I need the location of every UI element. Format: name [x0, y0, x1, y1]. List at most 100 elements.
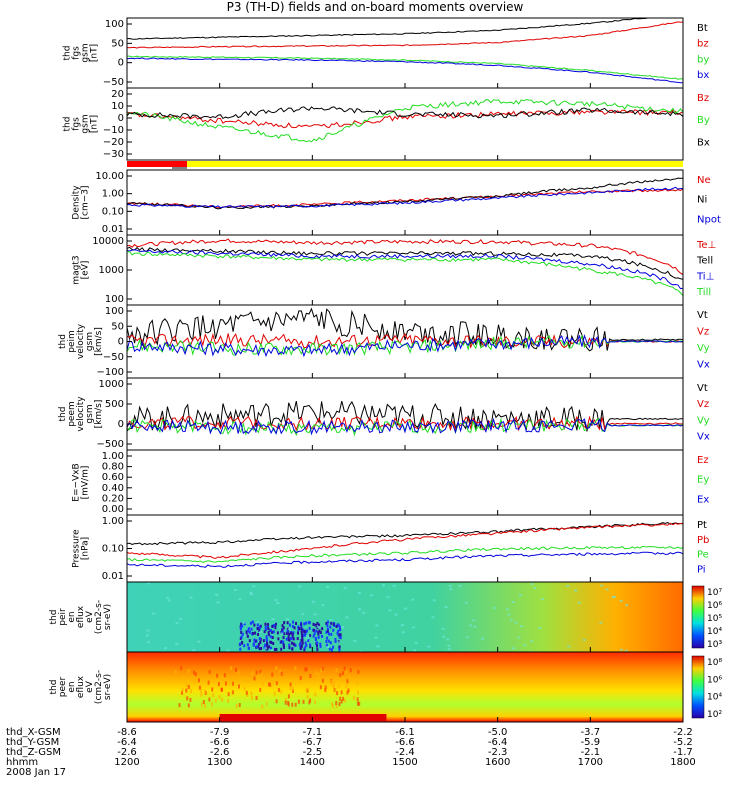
heatmap-speckle	[339, 672, 342, 677]
heatmap-speckle	[312, 634, 315, 638]
heatmap-speckle	[146, 629, 150, 632]
heatmap-speckle	[243, 686, 246, 691]
panel-3-frame	[126, 234, 684, 306]
heatmap-speckle	[288, 632, 291, 636]
heatmap-speckle	[252, 585, 256, 588]
heatmap-speckle	[442, 635, 446, 638]
heatmap-speckle	[341, 671, 344, 676]
heatmap-speckle	[273, 624, 276, 628]
heatmap-speckle	[271, 680, 274, 685]
panel-6-ylabel: E=−VxB [mV/m]	[72, 463, 91, 501]
heatmap-speckle	[223, 673, 226, 678]
heatmap-speckle	[362, 611, 366, 614]
heatmap-speckle	[247, 629, 250, 633]
heatmap-speckle	[291, 689, 294, 694]
heatmap-speckle	[304, 632, 307, 636]
heatmap-speckle	[304, 630, 307, 634]
heatmap-speckle	[286, 631, 289, 635]
heatmap-speckle	[404, 607, 408, 610]
heatmap-speckle	[216, 673, 219, 678]
heatmap-speckle	[306, 629, 309, 633]
heatmap-speckle	[523, 644, 527, 647]
heatmap-speckle	[449, 588, 453, 591]
heatmap-speckle	[220, 687, 223, 692]
heatmap-speckle	[296, 637, 299, 641]
xaxis-value: -3.7	[581, 727, 601, 738]
heatmap-speckle	[307, 639, 310, 643]
heatmap-speckle	[292, 637, 295, 641]
series-Vx-line	[126, 333, 684, 358]
heatmap-speckle	[320, 668, 323, 673]
heatmap-speckle	[175, 622, 179, 625]
ylabel-line: thd	[63, 46, 73, 61]
heatmap-speckle	[226, 649, 230, 652]
heatmap-speckle	[297, 625, 300, 629]
legend-Npot: Npot	[697, 214, 721, 225]
heatmap-speckle	[279, 669, 282, 674]
heatmap-speckle	[241, 624, 244, 628]
heatmap-speckle	[337, 641, 341, 644]
series-Till-line	[126, 251, 684, 297]
heatmap-speckle	[262, 639, 265, 643]
ylabel-line: velocity	[76, 323, 86, 359]
heatmap-speckle	[336, 631, 339, 635]
heatmap-speckle	[189, 596, 193, 599]
heatmap-speckle	[303, 622, 306, 626]
heatmap-speckle	[345, 684, 348, 689]
heatmap-speckle	[271, 672, 274, 677]
heatmap-speckle	[335, 668, 338, 673]
heatmap-speckle	[282, 636, 285, 640]
legend-Tell: Tell	[696, 256, 713, 267]
heatmap-speckle	[245, 630, 248, 634]
heatmap-speckle	[259, 669, 262, 674]
heatmap-speckle	[346, 690, 349, 695]
heatmap-speckle	[290, 631, 293, 635]
legend-Pi: Pi	[697, 565, 706, 576]
heatmap-speckle	[282, 640, 285, 644]
ylabel-line: peer	[58, 676, 68, 697]
xaxis-value: -6.1	[395, 727, 415, 738]
heatmap-speckle	[464, 601, 468, 604]
heatmap-speckle	[347, 680, 350, 685]
heatmap-speckle	[332, 622, 335, 626]
heatmap-speckle	[181, 688, 184, 693]
ylabel-line: sr-eV)	[103, 674, 113, 700]
ylabel-line: magt3	[72, 255, 82, 284]
heatmap-speckle	[328, 647, 331, 651]
heatmap-speckle	[356, 701, 359, 706]
heatmap-speckle	[520, 625, 524, 628]
panel-4-ylabel: thd peim velocity gsm [km/s]	[58, 323, 104, 359]
heatmap-speckle	[251, 671, 254, 676]
xaxis-value: -6.4	[488, 737, 508, 748]
heatmap-speckle	[298, 679, 301, 684]
heatmap-speckle	[272, 624, 275, 628]
heatmap-speckle	[331, 702, 334, 707]
heatmap-speckle	[237, 684, 240, 689]
colorbar-label: 10²	[707, 710, 722, 720]
heatmap-speckle	[306, 635, 310, 638]
heatmap-speckle	[321, 678, 324, 683]
heatmap-speckle	[186, 696, 189, 701]
panel-7-ylabel: Pressure [nPa]	[72, 529, 91, 568]
series-Ti⊥-line	[126, 249, 684, 290]
legend-Bz: Bz	[697, 93, 709, 104]
ylabel-line: Density	[72, 185, 82, 220]
ylabel-line: Pressure	[72, 529, 82, 568]
legend-Vt: Vt	[697, 310, 708, 321]
heatmap-speckle	[472, 619, 476, 622]
ytick-label: 0	[118, 419, 124, 430]
heatmap-speckle	[258, 647, 261, 651]
heatmap-speckle	[518, 594, 522, 597]
xaxis-row-name: hhmm	[6, 757, 38, 768]
heatmap-speckle	[291, 632, 294, 636]
heatmap-speckle	[303, 646, 306, 650]
ylabel-line: gsm	[85, 404, 95, 423]
heatmap-speckle	[293, 626, 296, 630]
ytick-label: 0	[118, 58, 124, 69]
heatmap-speckle	[465, 636, 469, 639]
heatmap-speckle	[237, 670, 240, 675]
heatmap-speckle	[271, 630, 274, 634]
heatmap-speckle	[413, 649, 417, 652]
heatmap-speckle	[619, 599, 623, 602]
